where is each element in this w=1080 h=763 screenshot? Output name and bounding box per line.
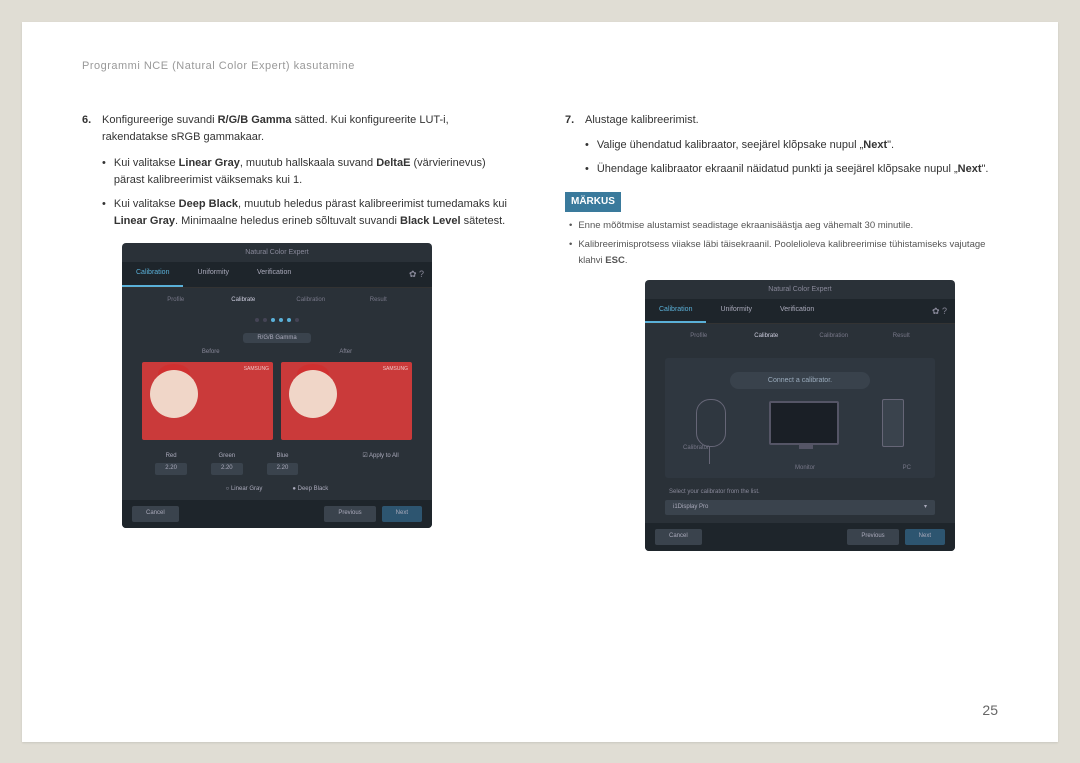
note-text: Kalibreerimisprotsess viiakse läbi täise… bbox=[578, 237, 998, 267]
content: 6. Konfigureerige suvandi R/G/B Gamma sä… bbox=[82, 112, 998, 551]
green-value[interactable]: 2.20 bbox=[211, 463, 243, 475]
ss-toolbar-icons[interactable]: ✿ ? bbox=[924, 299, 955, 323]
ss-before-after-labels: Before After bbox=[122, 348, 432, 358]
calibrator-icon bbox=[696, 399, 726, 447]
ss-window-title: Natural Color Expert bbox=[645, 280, 955, 299]
step-profile: Profile bbox=[142, 296, 210, 306]
cancel-button[interactable]: Cancel bbox=[132, 506, 179, 522]
bullet: Valige ühendatud kalibraator, seejärel k… bbox=[585, 137, 998, 155]
cancel-button[interactable]: Cancel bbox=[655, 529, 702, 545]
pc-icon bbox=[882, 399, 904, 447]
screenshot-connect-calibrator: Natural Color Expert Calibration Uniform… bbox=[645, 280, 955, 551]
previous-button[interactable]: Previous bbox=[324, 506, 375, 522]
select-label: Select your calibrator from the list. bbox=[669, 488, 935, 498]
step-6-bullets: Kui valitakse Linear Gray, muutub hallsk… bbox=[102, 155, 515, 231]
green-control: Green2.20 bbox=[211, 452, 243, 475]
manual-page: Programmi NCE (Natural Color Expert) kas… bbox=[22, 22, 1058, 742]
next-button[interactable]: Next bbox=[905, 529, 945, 545]
bullet-text: Ühendage kalibraator ekraanil näidatud p… bbox=[597, 161, 989, 179]
screenshot-rgb-gamma: Natural Color Expert Calibration Uniform… bbox=[122, 243, 432, 528]
left-column: 6. Konfigureerige suvandi R/G/B Gamma sä… bbox=[82, 112, 515, 551]
ss-rgb-controls: Red2.20 Green2.20 Blue2.20 ☑ Apply to Al… bbox=[122, 448, 432, 479]
step-6: 6. Konfigureerige suvandi R/G/B Gamma sä… bbox=[82, 112, 515, 147]
bullet: Ühendage kalibraator ekraanil näidatud p… bbox=[585, 161, 998, 179]
ss-footer: Cancel Previous Next bbox=[122, 500, 432, 528]
note-badge: MÄRKUS bbox=[565, 192, 621, 212]
blue-control: Blue2.20 bbox=[267, 452, 299, 475]
step-result: Result bbox=[345, 296, 413, 306]
connection-diagram: Connect a calibrator. Calibrator Monitor… bbox=[665, 358, 935, 478]
step-calibration: Calibration bbox=[800, 332, 868, 342]
pc-label: PC bbox=[903, 464, 911, 474]
ss2-body: Connect a calibrator. Calibrator Monitor… bbox=[645, 350, 955, 523]
monitor-icon bbox=[769, 401, 839, 445]
step-7-bullets: Valige ühendatud kalibraator, seejärel k… bbox=[585, 137, 998, 178]
tab-calibration[interactable]: Calibration bbox=[645, 299, 706, 323]
bullet-text: Kui valitakse Linear Gray, muutub hallsk… bbox=[114, 155, 515, 190]
page-number: 25 bbox=[982, 702, 998, 718]
bullet: Kui valitakse Linear Gray, muutub hallsk… bbox=[102, 155, 515, 190]
calibrator-label: Calibrator bbox=[683, 444, 709, 454]
before-image: SAMSUNG bbox=[142, 362, 273, 440]
tab-uniformity[interactable]: Uniformity bbox=[706, 299, 766, 323]
tab-calibration[interactable]: Calibration bbox=[122, 262, 183, 286]
blue-value[interactable]: 2.20 bbox=[267, 463, 299, 475]
selected-calibrator: i1Display Pro bbox=[673, 503, 708, 513]
step-calibration: Calibration bbox=[277, 296, 345, 306]
ss-preview-images: SAMSUNG SAMSUNG bbox=[122, 358, 432, 448]
apply-all-checkbox[interactable]: ☑ Apply to All bbox=[322, 452, 398, 475]
ss-toolbar-icons[interactable]: ✿ ? bbox=[401, 262, 432, 286]
note-item: Kalibreerimisprotsess viiakse läbi täise… bbox=[569, 237, 998, 267]
bullet-text: Valige ühendatud kalibraator, seejärel k… bbox=[597, 137, 894, 155]
step-num: 7. bbox=[565, 112, 579, 130]
ss-window-title: Natural Color Expert bbox=[122, 243, 432, 262]
ss-step-bar: Profile Calibrate Calibration Result bbox=[122, 288, 432, 314]
next-button[interactable]: Next bbox=[382, 506, 422, 522]
before-label: Before bbox=[202, 348, 220, 358]
ss-footer: Cancel Previous Next bbox=[645, 523, 955, 551]
tab-verification[interactable]: Verification bbox=[766, 299, 828, 323]
note-list: Enne mõõtmise alustamist seadistage ekra… bbox=[569, 218, 998, 268]
connect-prompt: Connect a calibrator. bbox=[730, 372, 870, 389]
bullet: Kui valitakse Deep Black, muutub heledus… bbox=[102, 196, 515, 231]
note-item: Enne mõõtmise alustamist seadistage ekra… bbox=[569, 218, 998, 233]
tab-uniformity[interactable]: Uniformity bbox=[183, 262, 243, 286]
calibrator-select[interactable]: i1Display Pro ▾ bbox=[665, 500, 935, 516]
radio-deep-black[interactable]: Deep Black bbox=[292, 485, 328, 495]
step-profile: Profile bbox=[665, 332, 733, 342]
radio-linear-gray[interactable]: Linear Gray bbox=[226, 485, 263, 495]
after-label: After bbox=[339, 348, 352, 358]
ss-tabs: Calibration Uniformity Verification ✿ ? bbox=[645, 299, 955, 324]
tab-verification[interactable]: Verification bbox=[243, 262, 305, 286]
chevron-down-icon: ▾ bbox=[924, 503, 927, 513]
page-header: Programmi NCE (Natural Color Expert) kas… bbox=[82, 60, 998, 72]
ss-gamma-mode: Linear Gray Deep Black bbox=[122, 479, 432, 501]
right-column: 7. Alustage kalibreerimist. Valige ühend… bbox=[565, 112, 998, 551]
step-num: 6. bbox=[82, 112, 96, 147]
bullet-text: Kui valitakse Deep Black, muutub heledus… bbox=[114, 196, 515, 231]
previous-button[interactable]: Previous bbox=[847, 529, 898, 545]
ss-step-bar: Profile Calibrate Calibration Result bbox=[645, 324, 955, 350]
step-calibrate: Calibrate bbox=[733, 332, 801, 342]
ss-progress-dots bbox=[122, 313, 432, 328]
monitor-label: Monitor bbox=[795, 464, 815, 474]
ss-section-chip: R/G/B Gamma bbox=[122, 332, 432, 344]
step-7: 7. Alustage kalibreerimist. bbox=[565, 112, 998, 130]
step-result: Result bbox=[868, 332, 936, 342]
step-7-text: Alustage kalibreerimist. bbox=[585, 112, 699, 130]
step-6-text: Konfigureerige suvandi R/G/B Gamma sätte… bbox=[102, 112, 515, 147]
ss-tabs: Calibration Uniformity Verification ✿ ? bbox=[122, 262, 432, 287]
step-calibrate: Calibrate bbox=[210, 296, 278, 306]
diagram-row bbox=[675, 399, 925, 447]
after-image: SAMSUNG bbox=[281, 362, 412, 440]
red-value[interactable]: 2.20 bbox=[155, 463, 187, 475]
red-control: Red2.20 bbox=[155, 452, 187, 475]
